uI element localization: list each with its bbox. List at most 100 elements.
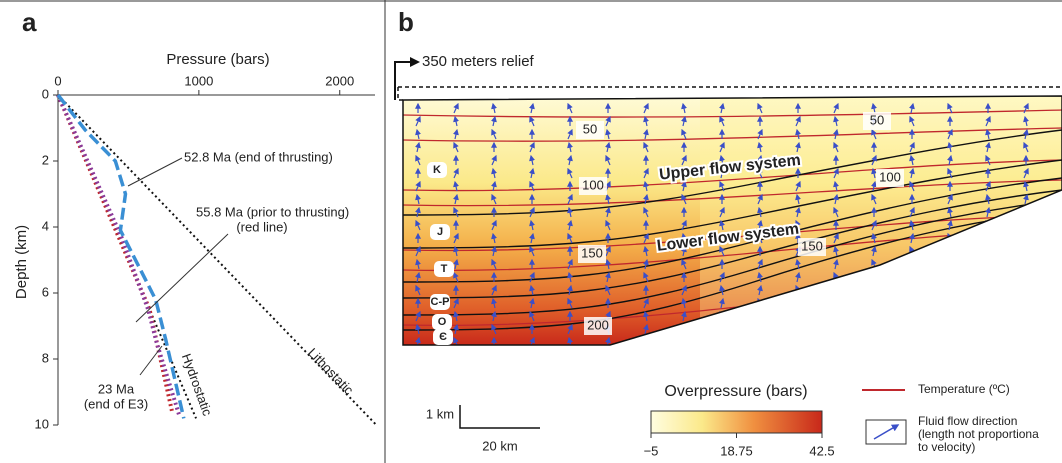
flow-arrow [985,323,991,335]
flow-arrow [947,154,953,166]
flow-arrow [1023,336,1029,345]
flow-arrow [643,271,649,283]
flow-arrow [643,336,649,345]
flow-arrow [795,154,801,166]
series-line [57,94,378,426]
flow-arrow [453,128,459,140]
flow-arrow [643,258,649,270]
flow-arrow [985,245,991,257]
flow-arrow [757,271,763,283]
flow-arrow [871,284,877,296]
flow-arrow [415,193,421,205]
scale-bar [459,405,540,429]
flow-arrow [529,219,535,231]
flow-arrow [491,310,497,322]
flow-arrow [491,128,497,140]
flow-arrow [1023,206,1029,218]
overpressure-fade [700,96,1062,345]
x-tick-label: 0 [54,73,61,88]
flow-arrow [453,323,459,335]
flow-arrow [871,297,877,309]
legend-label: (length not proportiona [918,427,1039,441]
flow-arrow [681,232,687,244]
flow-arrow [871,128,877,140]
series-annotation: Lithostatic [305,345,357,398]
flow-arrow [643,297,649,309]
flow-arrow [605,258,611,270]
flow-arrow [453,180,459,192]
series-line [56,93,186,419]
flow-arrow [757,323,763,335]
flow-arrow [605,154,611,166]
isotherm-label: 50 [870,112,884,127]
isotherm-label-box [579,177,607,195]
flow-arrow [1023,271,1029,283]
flow-arrow [529,232,535,244]
layer-label-box [434,261,454,277]
flow-arrow [491,258,497,270]
flow-arrow [1023,180,1029,192]
flow-arrow [757,258,763,270]
flow-arrow [757,206,763,218]
flow-arrow [909,180,915,192]
flow-arrow [833,258,839,270]
legend-label: to velocity) [918,440,975,454]
isotherm [403,179,1062,207]
flow-arrow [529,206,535,218]
flow-arrow [833,180,839,192]
flow-arrow [719,141,725,153]
flow-arrow [985,115,991,127]
flow-arrow [1023,297,1029,309]
flow-arrow [833,323,839,335]
flow-arrow [453,297,459,309]
flow-arrow [985,284,991,296]
y-tick-label: 10 [35,416,49,431]
isotherm-label-box [576,121,604,139]
flow-arrow [491,245,497,257]
flow-arrow [719,232,725,244]
flow-arrow [833,336,839,345]
section-outline [402,95,1062,346]
flow-arrow [643,115,649,127]
flow-arrow [833,167,839,179]
flow-arrow [491,284,497,296]
series-note: (red line) [236,219,287,234]
y-tick-label: 8 [42,350,49,365]
relief-arrow [410,57,420,67]
flow-arrow [909,219,915,231]
flow-arrow [491,219,497,231]
flow-arrow [871,167,877,179]
flow-arrow [681,245,687,257]
flow-arrow [795,336,801,345]
relief-line [397,87,403,101]
flow-arrow [985,258,991,270]
flow-arrow [909,297,915,309]
flow-arrow [415,180,421,192]
flow-arrow [795,219,801,231]
flow-arrow [909,141,915,153]
flow-arrow [643,323,649,335]
flow-arrow [1023,141,1029,153]
flow-arrow [947,271,953,283]
layer-label-box [430,294,450,310]
leader-line [135,233,229,323]
flow-arrow [415,258,421,270]
flow-arrow [529,167,535,179]
flow-arrow [1023,232,1029,244]
flow-arrow [453,115,459,127]
flow-arrow [453,141,459,153]
flow-arrow [833,128,839,140]
flow-arrow [719,154,725,166]
flow-arrow [567,232,573,244]
colorbar [650,410,823,434]
flow-arrow [795,128,801,140]
flow-arrow [415,206,421,218]
flow-arrow [567,154,573,166]
flow-arrow [567,128,573,140]
flow-arrow [529,115,535,127]
flow-arrow [719,180,725,192]
flow-arrow [757,232,763,244]
isotherm-label-box [863,112,891,130]
flow-arrow [871,219,877,231]
flow-arrow [453,102,459,114]
